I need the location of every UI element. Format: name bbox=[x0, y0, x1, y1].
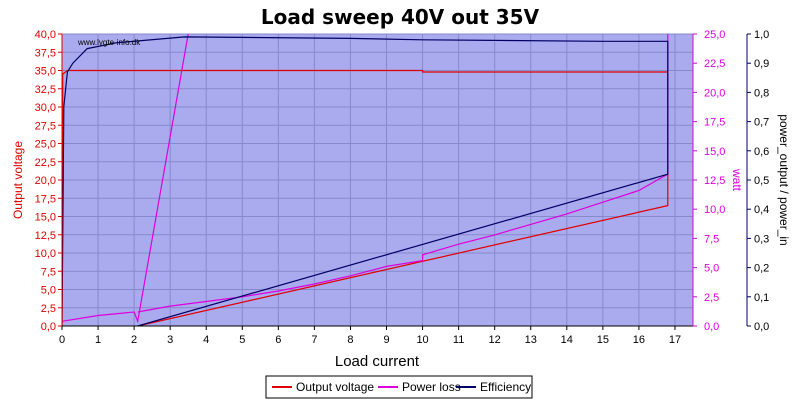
x-tick-label: 9 bbox=[383, 334, 389, 346]
y-left-tick-label: 7,5 bbox=[41, 266, 56, 278]
series-line-power-loss bbox=[62, 33, 189, 324]
y-axis-left-label: Output voltage bbox=[11, 141, 25, 219]
y-left-tick-label: 40,0 bbox=[35, 29, 56, 41]
y-right-watt-tick-label: 5,0 bbox=[704, 263, 719, 275]
y-left-tick-label: 30,0 bbox=[35, 102, 56, 114]
y-left-tick-label: 0,0 bbox=[41, 321, 56, 333]
y-left-tick-label: 20,0 bbox=[35, 175, 56, 187]
y-right-watt-tick-label: 17,5 bbox=[704, 117, 725, 129]
x-tick-label: 10 bbox=[416, 334, 428, 346]
plot-area bbox=[61, 33, 693, 327]
x-tick-label: 7 bbox=[311, 334, 317, 346]
y-right-efficiency-tick-label: 0,9 bbox=[754, 58, 769, 70]
y-right-efficiency-tick-label: 1,0 bbox=[754, 29, 769, 41]
axes-layer: 0 1 2 3 4 5 6 7 8 9 10 11 12 13 14 15 16 170,02,55,07,510… bbox=[35, 29, 770, 346]
series-line-output-voltage bbox=[62, 69, 669, 326]
y-right-efficiency-tick-label: 0,8 bbox=[754, 87, 769, 99]
y-left-tick-label: 12,5 bbox=[35, 230, 56, 242]
y-left-tick-label: 35,0 bbox=[35, 66, 56, 78]
y-left-tick-label: 2,5 bbox=[41, 303, 56, 315]
y-right-efficiency-tick-label: 0,4 bbox=[754, 204, 769, 216]
legend: Output voltage Power loss Efficiency bbox=[265, 375, 533, 399]
y-left-tick-label: 25,0 bbox=[35, 139, 56, 151]
x-tick-label: 15 bbox=[597, 334, 609, 346]
x-tick-label: 11 bbox=[453, 334, 464, 346]
y-right-watt-tick-label: 10,0 bbox=[704, 204, 725, 216]
y-left-tick-label: 17,5 bbox=[35, 193, 56, 205]
y-right-watt-tick-label: 25,0 bbox=[704, 29, 725, 41]
y-left-tick-label: 37,5 bbox=[35, 47, 56, 59]
x-tick-label: 16 bbox=[633, 334, 645, 346]
x-tick-label: 6 bbox=[275, 334, 281, 346]
y-left-tick-label: 27,5 bbox=[35, 120, 56, 132]
y-right-watt-tick-label: 15,0 bbox=[704, 146, 725, 158]
legend-box bbox=[265, 375, 533, 399]
x-tick-label: 12 bbox=[489, 334, 501, 346]
series-layer bbox=[62, 33, 669, 326]
y-left-tick-label: 15,0 bbox=[35, 212, 56, 224]
x-tick-label: 2 bbox=[131, 334, 137, 346]
x-tick-label: 17 bbox=[669, 334, 681, 346]
y-left-tick-label: 5,0 bbox=[41, 285, 56, 297]
y-right-efficiency-tick-label: 0,6 bbox=[754, 146, 769, 158]
y-axis-right-efficiency-label: power_output / power_in bbox=[777, 114, 791, 245]
y-axis-right-watt-label: watt bbox=[730, 168, 744, 192]
y-right-efficiency-tick-label: 0,3 bbox=[754, 233, 769, 245]
legend-entry-label: Power loss bbox=[402, 380, 461, 394]
legend-entry-label: Output voltage bbox=[296, 380, 374, 394]
series-line-efficiency bbox=[62, 36, 669, 326]
y-right-watt-tick-label: 12,5 bbox=[704, 175, 725, 187]
x-tick-label: 3 bbox=[167, 334, 173, 346]
x-axis-label: Load current bbox=[335, 353, 420, 370]
chart-title: Load sweep 40V out 35V bbox=[261, 5, 540, 29]
y-right-efficiency-tick-label: 0,2 bbox=[754, 263, 769, 275]
y-left-tick-label: 22,5 bbox=[35, 157, 56, 169]
y-left-tick-label: 32,5 bbox=[35, 84, 56, 96]
x-tick-label: 4 bbox=[203, 334, 209, 346]
x-tick-label: 1 bbox=[95, 334, 101, 346]
x-tick-label: 8 bbox=[347, 334, 353, 346]
y-left-tick-label: 10,0 bbox=[35, 248, 56, 260]
y-right-watt-tick-label: 22,5 bbox=[704, 58, 725, 70]
x-tick-label: 14 bbox=[561, 334, 573, 346]
y-right-efficiency-tick-label: 0,5 bbox=[754, 175, 769, 187]
y-right-watt-tick-label: 2,5 bbox=[704, 292, 719, 304]
y-right-efficiency-tick-label: 0,0 bbox=[754, 321, 769, 333]
y-right-efficiency-tick-label: 0,7 bbox=[754, 117, 769, 129]
y-right-efficiency-tick-label: 0,1 bbox=[754, 292, 769, 304]
x-tick-label: 5 bbox=[239, 334, 245, 346]
watermark-text: www.lygte-info.dk bbox=[77, 38, 141, 47]
y-right-watt-tick-label: 0,0 bbox=[704, 321, 719, 333]
legend-entry-label: Efficiency bbox=[480, 380, 531, 394]
y-right-watt-tick-label: 7,5 bbox=[704, 233, 719, 245]
x-tick-label: 0 bbox=[59, 334, 65, 346]
y-right-watt-tick-label: 20,0 bbox=[704, 87, 725, 99]
x-tick-label: 13 bbox=[525, 334, 537, 346]
